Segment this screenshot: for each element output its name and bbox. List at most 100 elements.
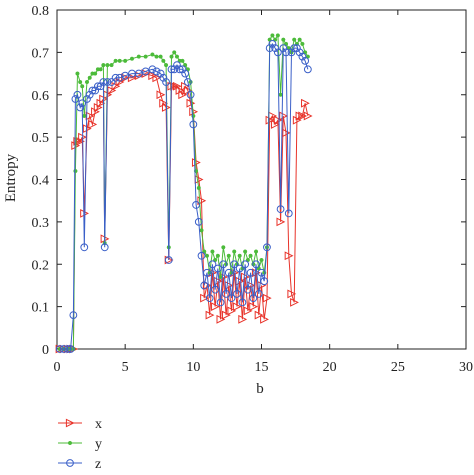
series-z-point — [224, 268, 233, 277]
series-z-point — [88, 86, 97, 95]
series-z-point — [141, 67, 150, 76]
series-y-point — [199, 228, 204, 233]
series-z-point — [279, 44, 288, 53]
series-z-point — [167, 65, 176, 74]
series-x-point — [284, 251, 294, 261]
series-y-point — [204, 253, 210, 258]
series-z-point — [156, 69, 165, 78]
series-y-point — [80, 84, 85, 89]
series-x-point — [172, 81, 182, 91]
series-z-point — [298, 52, 307, 61]
series-y-point — [278, 92, 283, 97]
series-z-point — [111, 73, 120, 82]
series-z-point — [94, 82, 102, 91]
x-tick-label: 5 — [122, 360, 129, 375]
series-z-point — [69, 311, 78, 320]
series-z-point — [290, 44, 299, 53]
series-z-point — [208, 260, 217, 269]
series-y — [57, 33, 310, 352]
legend-label-x: x — [95, 417, 102, 432]
x-tick-label: 20 — [323, 360, 337, 375]
series-x-point — [262, 293, 272, 303]
series-y-point — [98, 67, 103, 72]
series-x — [55, 69, 313, 354]
series-z-point — [164, 256, 173, 264]
series-z-point — [115, 73, 124, 82]
series-x-point — [82, 124, 92, 134]
y-tick-label: 0.1 — [32, 301, 50, 316]
series-z-point — [162, 78, 170, 86]
series-z-point — [203, 268, 211, 277]
series-z-point — [295, 48, 304, 57]
series-z-point — [252, 260, 260, 269]
series-y-point — [275, 33, 280, 38]
series-y-point — [210, 249, 215, 254]
series-x-point — [73, 136, 83, 146]
series-z-point — [254, 290, 263, 298]
series-z-point — [238, 298, 247, 307]
series-z-point — [260, 277, 269, 286]
y-tick-label: 0.2 — [32, 258, 50, 273]
series-y-point — [226, 253, 231, 258]
series-x-point — [115, 77, 125, 87]
series-y-point — [169, 54, 174, 59]
series-x-point — [292, 115, 302, 125]
series-x-point — [265, 115, 275, 125]
series-y-point — [93, 71, 98, 76]
series-y-point — [232, 249, 237, 254]
series-y-point — [259, 257, 264, 263]
series-z-point — [173, 61, 181, 69]
series-y-point — [221, 245, 226, 250]
legend-marker-y — [67, 440, 73, 446]
series-y-line — [59, 33, 309, 350]
series-x-point — [152, 73, 162, 83]
series-x-point — [301, 98, 310, 108]
series-z-point — [222, 290, 230, 298]
legend-marker-z — [66, 459, 74, 467]
series-x-point — [178, 90, 188, 100]
series-y-point — [136, 54, 141, 59]
series-z-point — [241, 260, 250, 269]
series-z-point — [233, 290, 241, 298]
x-tick-label: 25 — [391, 360, 405, 375]
x-tick-label: 15 — [255, 360, 269, 375]
series-z-point — [192, 201, 200, 209]
series-z-point — [194, 217, 203, 226]
series-y-point — [253, 249, 259, 254]
series-y-point — [150, 52, 155, 57]
y-axis-label: Entropy — [3, 153, 19, 202]
series-z-point — [66, 345, 75, 353]
series-z — [55, 40, 312, 353]
series-z-point — [219, 260, 228, 269]
series-y-point — [101, 63, 106, 68]
y-tick-label: 0.4 — [32, 174, 50, 189]
series-x-point — [186, 98, 196, 108]
series-x-point — [227, 306, 237, 316]
series-z-point — [249, 294, 258, 303]
legend-item-x: x — [58, 417, 102, 432]
series-z-point — [227, 294, 236, 303]
series-x-point — [251, 268, 261, 278]
series-x-point — [260, 314, 269, 324]
series-z-point — [211, 285, 220, 294]
series-x-point — [279, 111, 289, 121]
series-z-point — [178, 65, 187, 74]
series-x-line — [59, 73, 309, 350]
axes — [56, 9, 467, 350]
series-z-point — [268, 40, 277, 48]
series-y-point — [196, 185, 201, 191]
series-y-point — [174, 54, 180, 59]
series-x-point — [91, 107, 100, 117]
series-x-point — [243, 306, 253, 316]
legend-item-y: y — [58, 437, 102, 452]
series-z-point — [205, 294, 214, 303]
series-z-point — [230, 260, 239, 269]
series-x-point — [200, 293, 209, 303]
series-z-point — [303, 65, 312, 74]
y-tick-label: 0 — [42, 343, 49, 358]
series-z-point — [100, 243, 109, 252]
series-y-point — [105, 63, 110, 68]
series-x-point — [156, 90, 166, 100]
series-y-point — [158, 54, 163, 59]
